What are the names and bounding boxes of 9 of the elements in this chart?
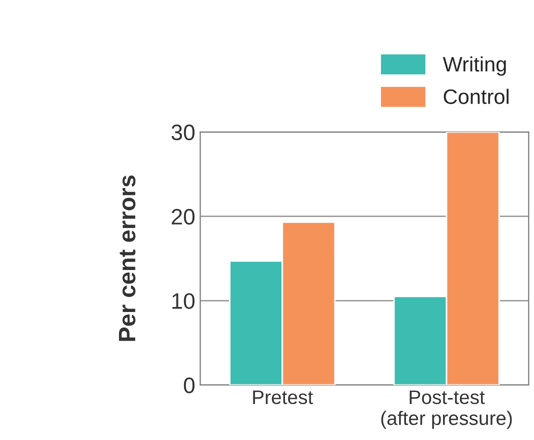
legend-label: Writing — [442, 56, 506, 76]
x-tick-label: Post-test (after pressure) — [381, 390, 512, 429]
y-axis-title: Per cent errors — [118, 175, 136, 341]
x-tick-label: Pretest — [253, 390, 314, 404]
y-tick-label: 30 — [172, 124, 195, 140]
legend-label: Control — [444, 88, 509, 104]
y-tick-label: 0 — [184, 378, 195, 394]
y-tick-label: 10 — [172, 293, 195, 309]
y-tick-label: 20 — [172, 208, 195, 225]
